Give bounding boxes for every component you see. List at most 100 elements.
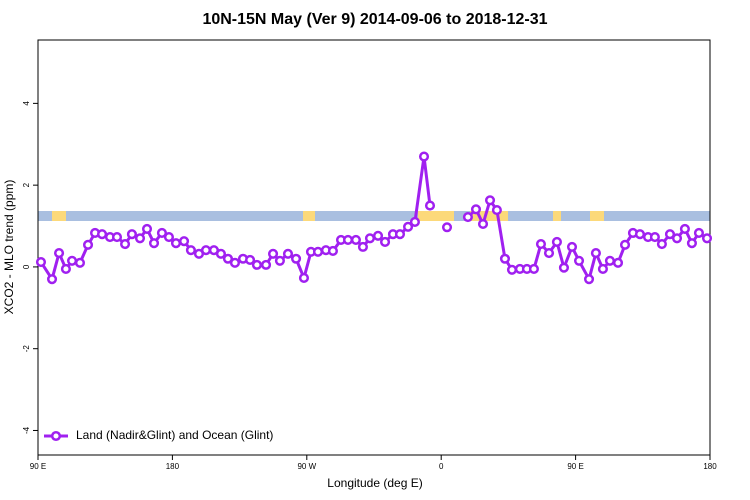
data-point xyxy=(686,238,697,249)
data-point xyxy=(60,263,71,275)
data-point xyxy=(664,229,676,240)
y-tick-label: 2 xyxy=(22,182,31,187)
data-point xyxy=(701,233,713,244)
data-point xyxy=(350,234,361,245)
data-point xyxy=(215,248,226,259)
land-band xyxy=(52,211,66,221)
data-point xyxy=(649,232,660,243)
data-point xyxy=(35,256,47,268)
ocean-band xyxy=(38,211,710,221)
data-point xyxy=(148,238,160,249)
data-point xyxy=(590,247,601,259)
data-point xyxy=(141,223,153,234)
data-point xyxy=(54,247,65,259)
data-point xyxy=(656,238,667,250)
data-point xyxy=(528,263,539,275)
data-point xyxy=(634,229,646,240)
data-point xyxy=(46,274,58,285)
x-tick-label: 90 E xyxy=(567,462,583,471)
y-axis-label: XCO2 - MLO trend (ppm) xyxy=(2,180,16,315)
land-band xyxy=(418,211,454,221)
data-point xyxy=(66,255,78,266)
data-point xyxy=(402,221,414,232)
data-point xyxy=(229,257,241,268)
data-point xyxy=(120,238,131,250)
data-point xyxy=(499,253,511,264)
data-point xyxy=(441,222,453,233)
data-point xyxy=(274,255,285,266)
data-point xyxy=(679,223,690,234)
data-point xyxy=(506,264,518,275)
data-point xyxy=(268,248,279,259)
data-point xyxy=(260,259,272,270)
data-point xyxy=(543,247,555,259)
data-point xyxy=(380,236,391,248)
x-tick-label: 90 W xyxy=(297,462,316,471)
y-tick-label: -2 xyxy=(22,345,31,353)
data-point xyxy=(185,245,196,256)
data-point xyxy=(134,233,146,244)
data-point xyxy=(573,255,585,266)
data-point xyxy=(372,230,384,241)
data-point xyxy=(327,245,338,257)
data-point xyxy=(619,239,631,250)
chart-title: 10N-15N May (Ver 9) 2014-09-06 to 2018-1… xyxy=(202,11,547,28)
x-axis-label: Longitude (deg E) xyxy=(327,476,422,490)
data-point xyxy=(222,253,234,264)
data-point xyxy=(583,274,595,285)
x-tick-label: 180 xyxy=(703,462,717,471)
data-point xyxy=(409,216,420,227)
data-point xyxy=(200,245,212,256)
data-point xyxy=(74,257,86,268)
data-point xyxy=(156,227,167,239)
data-point xyxy=(535,238,547,250)
y-tick-label: -4 xyxy=(22,426,31,434)
data-point xyxy=(342,234,354,245)
land-ocean-strip xyxy=(38,211,710,221)
data-point xyxy=(290,253,302,264)
x-tick-label: 0 xyxy=(439,462,444,471)
x-tick-label: 180 xyxy=(166,462,180,471)
data-point xyxy=(484,195,496,206)
plot-frame xyxy=(37,39,711,456)
data-point xyxy=(163,232,175,243)
land-band xyxy=(553,211,561,221)
data-point xyxy=(558,262,570,273)
data-point xyxy=(671,233,683,244)
data-point xyxy=(357,241,368,252)
data-point xyxy=(418,151,430,162)
data-point xyxy=(491,205,502,216)
data-point xyxy=(126,229,137,240)
data-point xyxy=(364,233,376,244)
data-point xyxy=(693,227,704,239)
data-point xyxy=(251,259,262,270)
data-point xyxy=(312,246,324,257)
land-band xyxy=(303,211,315,221)
legend-marker xyxy=(50,430,62,442)
land-band xyxy=(470,211,508,221)
data-point xyxy=(298,272,310,284)
data-point xyxy=(604,255,615,266)
data-point xyxy=(477,218,489,230)
data-point xyxy=(97,229,108,240)
data-point xyxy=(394,229,406,240)
y-tick-label: 0 xyxy=(22,264,31,269)
data-point xyxy=(612,257,624,268)
data-point xyxy=(282,248,294,259)
data-point xyxy=(111,232,123,243)
data-point xyxy=(470,204,482,215)
data-point xyxy=(551,236,562,248)
y-tick-label: 4 xyxy=(22,101,31,106)
data-point xyxy=(245,254,256,266)
data-point xyxy=(170,238,182,249)
land-band xyxy=(590,211,604,221)
x-tick-label: 90 E xyxy=(30,462,46,471)
data-point xyxy=(82,239,94,250)
data-point xyxy=(566,241,578,252)
legend-label: Land (Nadir&Glint) and Ocean (Glint) xyxy=(76,428,273,442)
data-point xyxy=(178,236,190,247)
data-point xyxy=(462,211,473,223)
data-point xyxy=(424,200,436,211)
data-point xyxy=(597,263,608,275)
